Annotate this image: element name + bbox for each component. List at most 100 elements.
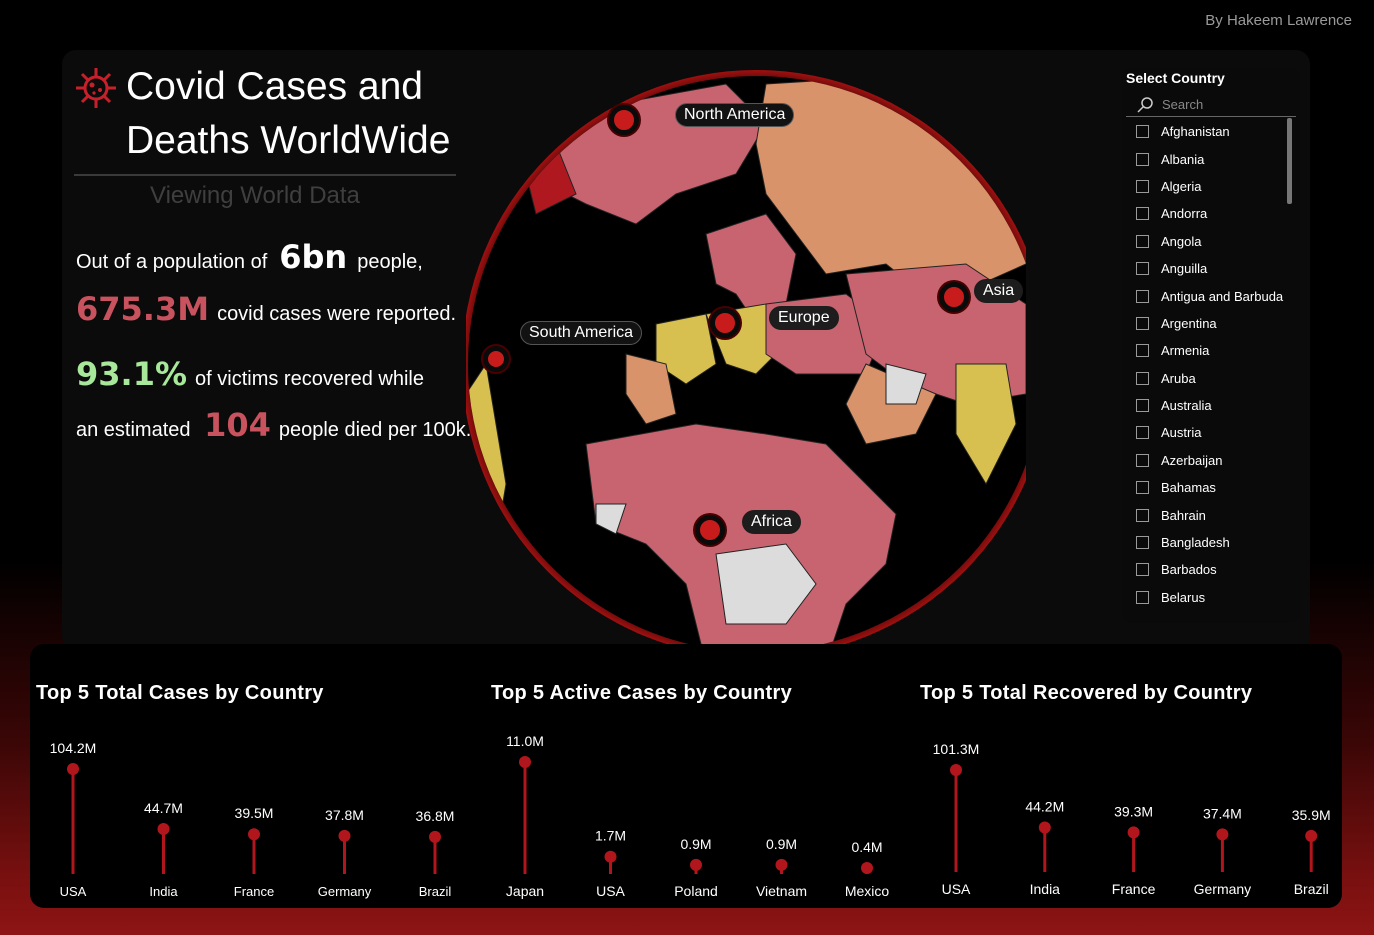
lollipop-point[interactable] (429, 830, 441, 843)
stat-text: people died per 100k. (278, 419, 472, 441)
slicer-item[interactable]: Antigua and Barbuda (1128, 282, 1288, 309)
lollipop-point[interactable] (690, 858, 702, 871)
checkbox[interactable] (1136, 125, 1149, 139)
data-label: 39.3M (1114, 803, 1153, 819)
slicer-item[interactable]: Austria (1128, 419, 1288, 446)
map-label-africa[interactable]: Africa (742, 510, 801, 534)
category-label: USA (596, 883, 625, 899)
slicer-item[interactable]: Aruba (1128, 365, 1288, 392)
author-credit: By Hakeem Lawrence (1205, 12, 1352, 29)
lollipop-point[interactable] (604, 850, 617, 863)
lollipop-point[interactable] (338, 829, 351, 842)
slicer-item-label: Barbados (1161, 562, 1217, 578)
region-africa[interactable] (585, 423, 897, 650)
region-west-africa-no-data[interactable] (595, 503, 627, 535)
map-label-south-america[interactable]: South America (520, 321, 643, 345)
lollipop-point[interactable] (157, 822, 170, 835)
map-label-europe[interactable]: Europe (769, 306, 839, 330)
region-iberia[interactable] (625, 353, 677, 425)
category-label: Poland (674, 883, 718, 899)
lollipop-point[interactable] (67, 763, 79, 775)
chart-title: Top 5 Active Cases by Country (491, 682, 792, 704)
slicer-item[interactable]: Andorra (1128, 200, 1288, 227)
map-marker-asia[interactable] (939, 282, 969, 312)
slicer-item[interactable]: Argentina (1128, 310, 1288, 337)
slicer-search[interactable] (1126, 94, 1296, 117)
lollipop-point[interactable] (1038, 821, 1051, 834)
checkbox[interactable] (1136, 536, 1149, 550)
lollipop-point[interactable] (248, 828, 260, 841)
lollipop-point[interactable] (1305, 829, 1318, 842)
region-no-data[interactable] (885, 363, 927, 405)
checkbox[interactable] (1136, 179, 1149, 193)
slicer-item[interactable]: Afghanistan (1128, 118, 1288, 145)
slicer-item[interactable]: Angola (1128, 228, 1288, 255)
slicer-item[interactable]: Bahrain (1128, 501, 1288, 528)
data-label: 0.4M (851, 839, 882, 855)
data-label: 37.4M (1203, 805, 1242, 821)
slicer-item[interactable]: Armenia (1128, 337, 1288, 364)
data-label: 104.2M (50, 740, 97, 756)
map-marker-south-america[interactable] (483, 346, 509, 372)
checkbox[interactable] (1136, 371, 1149, 385)
category-label: Brazil (419, 884, 452, 899)
checkbox[interactable] (1136, 316, 1149, 330)
lollipop-point[interactable] (1216, 828, 1229, 841)
category-label: USA (942, 881, 971, 897)
slicer-item-label: Afghanistan (1161, 124, 1230, 140)
data-label: 37.8M (325, 807, 364, 823)
page-title: Covid Cases and Deaths WorldWide (126, 60, 450, 168)
checkbox[interactable] (1136, 234, 1149, 248)
map-label-north-america[interactable]: North America (675, 103, 795, 127)
slicer-item[interactable]: Bangladesh (1128, 529, 1288, 556)
checkbox[interactable] (1136, 344, 1149, 358)
slicer-item[interactable]: Albania (1128, 145, 1288, 172)
region-central-africa-no-data[interactable] (715, 543, 817, 625)
checkbox[interactable] (1136, 152, 1149, 166)
slicer-item-label: Albania (1161, 151, 1205, 167)
data-label: 0.9M (766, 836, 797, 852)
slicer-item[interactable]: Barbados (1128, 556, 1288, 583)
title-line-2: Deaths WorldWide (126, 119, 451, 162)
checkbox[interactable] (1136, 426, 1149, 440)
cases-value: 675.3M (76, 290, 210, 328)
map-marker-north-america[interactable] (609, 105, 639, 135)
stat-text: an estimated (76, 419, 191, 441)
lollipop-point[interactable] (861, 862, 873, 874)
lollipop-point[interactable] (950, 764, 962, 776)
region-india[interactable] (955, 363, 1017, 486)
slicer-item-label: Bahamas (1161, 480, 1216, 496)
slicer-item-label: Algeria (1161, 178, 1202, 194)
checkbox[interactable] (1136, 262, 1149, 276)
map-marker-africa[interactable] (695, 515, 725, 545)
checkbox[interactable] (1136, 590, 1149, 604)
map-marker-europe[interactable] (710, 308, 740, 338)
lollipop-point[interactable] (775, 858, 788, 871)
lollipop-point[interactable] (1127, 826, 1140, 839)
search-input[interactable] (1162, 97, 1282, 112)
recovered-value: 93.1% (76, 355, 188, 393)
slicer-item[interactable]: Algeria (1128, 173, 1288, 200)
slicer-item[interactable]: Belarus (1128, 584, 1288, 611)
chart-total-cases-plot: 104.2M USA 44.7M India 39.5M France 37.8M Germa… (50, 740, 455, 899)
category-label: India (149, 884, 178, 899)
slicer-item[interactable]: Bahamas (1128, 474, 1288, 501)
checkbox[interactable] (1136, 399, 1149, 413)
checkbox[interactable] (1136, 563, 1149, 577)
slicer-item[interactable]: Anguilla (1128, 255, 1288, 282)
slicer-scrollbar[interactable] (1287, 118, 1292, 204)
region-france[interactable] (655, 313, 717, 385)
slicer-item[interactable]: Australia (1128, 392, 1288, 419)
world-globe-map[interactable] (466, 64, 1026, 650)
slicer-item-label: Bangladesh (1161, 535, 1230, 551)
checkbox[interactable] (1136, 481, 1149, 495)
checkbox[interactable] (1136, 453, 1149, 467)
map-label-asia[interactable]: Asia (974, 279, 1024, 303)
checkbox[interactable] (1136, 289, 1149, 303)
checkbox[interactable] (1136, 508, 1149, 522)
slicer-item[interactable]: Azerbaijan (1128, 447, 1288, 474)
checkbox[interactable] (1136, 207, 1149, 221)
lollipop-point[interactable] (519, 756, 531, 768)
category-label: Germany (318, 884, 372, 899)
page-subtitle: Viewing World Data (150, 182, 360, 209)
